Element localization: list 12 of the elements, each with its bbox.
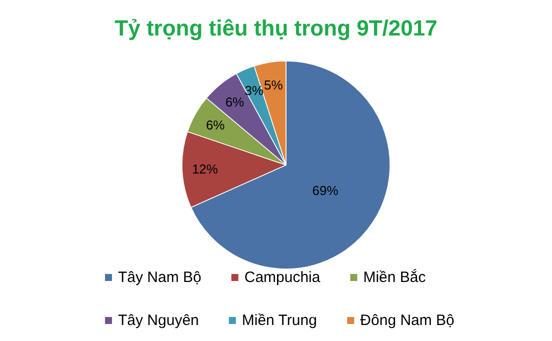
legend-label: Miền Trung <box>242 312 317 329</box>
chart-title: Tỷ trọng tiêu thụ trong 9T/2017 <box>114 16 438 40</box>
legend-label: Campuchia <box>244 269 321 286</box>
legend-label: Tây Nguyên <box>118 312 199 329</box>
data-label: 6% <box>206 118 226 133</box>
legend-label: Đông Nam Bộ <box>360 312 454 329</box>
legend-label: Tây Nam Bộ <box>118 269 202 286</box>
data-label: 5% <box>264 77 284 92</box>
legend-label: Miền Bắc <box>363 268 426 286</box>
data-label: 12% <box>192 161 218 176</box>
data-label: 69% <box>312 182 339 198</box>
data-label: 6% <box>225 94 245 110</box>
